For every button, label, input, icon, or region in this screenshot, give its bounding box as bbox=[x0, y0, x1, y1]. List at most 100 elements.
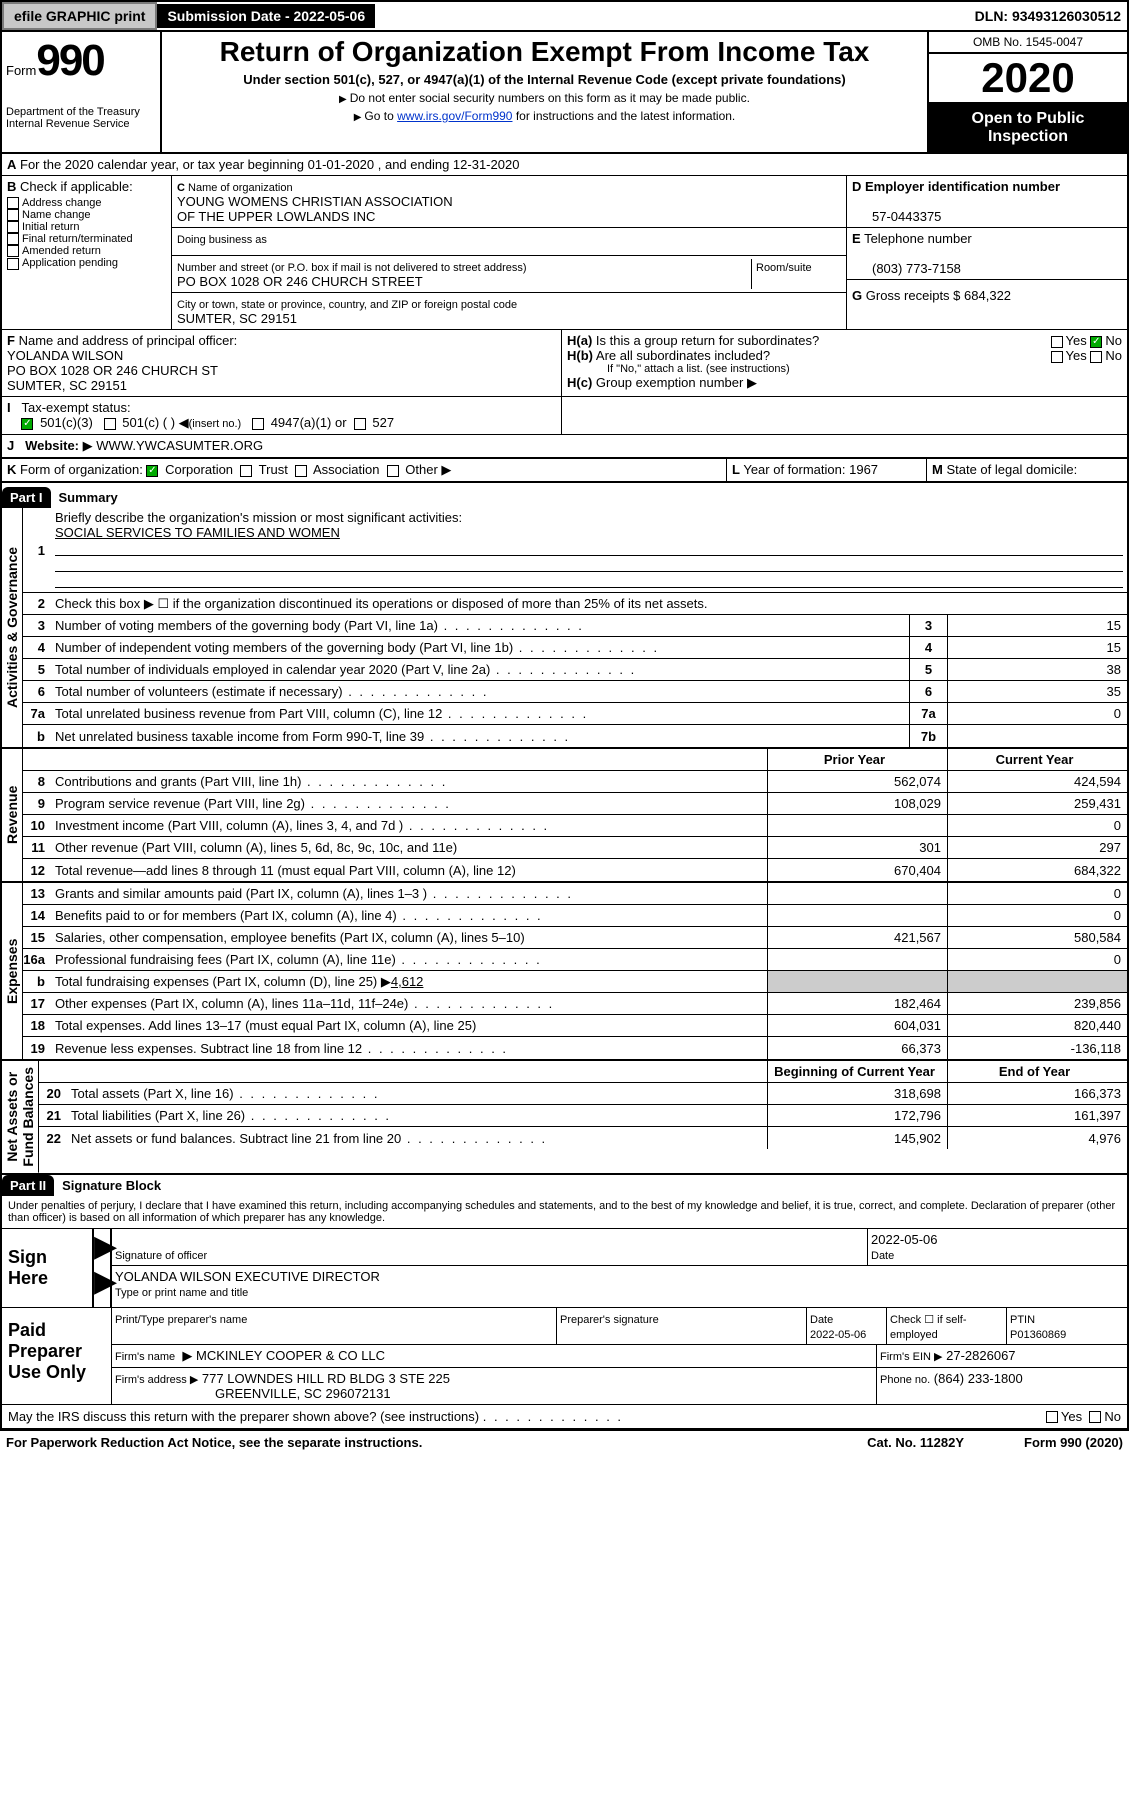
l11-label: Other revenue (Part VIII, column (A), li… bbox=[51, 838, 767, 857]
vlabel-net-assets: Net Assets or Fund Balances bbox=[2, 1061, 39, 1173]
ptin-label: PTIN bbox=[1010, 1314, 1035, 1326]
cb-amended-return[interactable]: Amended return bbox=[7, 245, 166, 257]
officer-addr: PO BOX 1028 OR 246 CHURCH ST bbox=[7, 363, 218, 378]
cb-ha-no[interactable] bbox=[1090, 336, 1102, 348]
sig-date-value: 2022-05-06 bbox=[871, 1232, 938, 1247]
l15-label: Salaries, other compensation, employee b… bbox=[51, 928, 767, 947]
cb-final-return[interactable]: Final return/terminated bbox=[7, 233, 166, 245]
firm-name-label: Firm's name bbox=[115, 1351, 175, 1363]
l9-label: Program service revenue (Part VIII, line… bbox=[51, 794, 767, 813]
org-address: PO BOX 1028 OR 246 CHURCH STREET bbox=[177, 274, 423, 289]
end-year-header: End of Year bbox=[947, 1061, 1127, 1082]
l19-label: Revenue less expenses. Subtract line 18 … bbox=[51, 1039, 767, 1058]
hc-label: Group exemption number bbox=[596, 375, 743, 390]
year-formation-value: 1967 bbox=[849, 462, 878, 477]
l19-current: -136,118 bbox=[947, 1037, 1127, 1059]
cb-hb-no[interactable] bbox=[1090, 351, 1102, 363]
l22-prior: 145,902 bbox=[767, 1127, 947, 1149]
cb-assoc[interactable] bbox=[295, 465, 307, 477]
cb-corp[interactable] bbox=[146, 465, 158, 477]
l13-current: 0 bbox=[947, 883, 1127, 904]
cb-4947[interactable] bbox=[252, 418, 264, 430]
form-word: Form bbox=[6, 63, 36, 78]
prior-year-header: Prior Year bbox=[767, 749, 947, 770]
city-label: City or town, state or province, country… bbox=[177, 299, 517, 311]
self-employed-label: Check ☐ if self-employed bbox=[890, 1314, 967, 1341]
cb-discuss-no[interactable] bbox=[1089, 1411, 1101, 1423]
part1-header: Part I bbox=[2, 487, 51, 508]
submission-date-label: Submission Date - 2022-05-06 bbox=[157, 4, 375, 28]
addr-label: Number and street (or P.O. box if mail i… bbox=[177, 262, 527, 274]
l16a-prior bbox=[767, 949, 947, 970]
cb-initial-return[interactable]: Initial return bbox=[7, 221, 166, 233]
cb-ha-yes[interactable] bbox=[1051, 336, 1063, 348]
irs-label: Internal Revenue Service bbox=[6, 118, 156, 130]
klm-row: K Form of organization: Corporation Trus… bbox=[0, 459, 1129, 483]
l4-value: 15 bbox=[947, 637, 1127, 658]
website-label: Website: bbox=[25, 438, 79, 453]
prep-sig-label: Preparer's signature bbox=[560, 1314, 659, 1326]
l3-label: Number of voting members of the governin… bbox=[51, 616, 909, 635]
l17-current: 239,856 bbox=[947, 993, 1127, 1014]
cb-trust[interactable] bbox=[240, 465, 252, 477]
current-year-header: Current Year bbox=[947, 749, 1127, 770]
officer-name-title: YOLANDA WILSON EXECUTIVE DIRECTOR bbox=[115, 1269, 380, 1284]
prep-date-value: 2022-05-06 bbox=[810, 1329, 866, 1341]
irs-link[interactable]: www.irs.gov/Form990 bbox=[397, 109, 512, 123]
firm-name-value: MCKINLEY COOPER & CO LLC bbox=[196, 1348, 385, 1363]
l14-label: Benefits paid to or for members (Part IX… bbox=[51, 906, 767, 925]
hb-label: Are all subordinates included? bbox=[596, 348, 770, 363]
org-name-2: OF THE UPPER LOWLANDS INC bbox=[177, 209, 375, 224]
cb-other[interactable] bbox=[387, 465, 399, 477]
website-value: WWW.YWCASUMTER.ORG bbox=[96, 438, 263, 453]
revenue-section: Revenue Prior YearCurrent Year 8Contribu… bbox=[0, 749, 1129, 883]
cb-hb-yes[interactable] bbox=[1051, 351, 1063, 363]
l21-current: 161,397 bbox=[947, 1105, 1127, 1126]
l16b-label: Total fundraising expenses (Part IX, col… bbox=[55, 974, 391, 989]
form-header: Form990 Department of the Treasury Inter… bbox=[0, 32, 1129, 154]
cb-501c[interactable] bbox=[104, 418, 116, 430]
paid-preparer-label: Paid Preparer Use Only bbox=[2, 1308, 112, 1404]
sig-officer-label: Signature of officer bbox=[115, 1250, 207, 1262]
cb-application-pending[interactable]: Application pending bbox=[7, 257, 166, 269]
l17-label: Other expenses (Part IX, column (A), lin… bbox=[51, 994, 767, 1013]
website-row: J Website: ▶ WWW.YWCASUMTER.ORG bbox=[0, 435, 1129, 459]
gross-label: Gross receipts $ bbox=[866, 288, 961, 303]
l9-current: 259,431 bbox=[947, 793, 1127, 814]
vlabel-expenses: Expenses bbox=[2, 883, 23, 1059]
top-bar: efile GRAPHIC print Submission Date - 20… bbox=[0, 0, 1129, 32]
form-subtitle: Under section 501(c), 527, or 4947(a)(1)… bbox=[166, 72, 923, 87]
l7b-label: Net unrelated business taxable income fr… bbox=[51, 727, 909, 746]
discuss-label: May the IRS discuss this return with the… bbox=[8, 1409, 479, 1424]
firm-ein-value: 27-2826067 bbox=[946, 1348, 1015, 1363]
cat-number: Cat. No. 11282Y bbox=[867, 1435, 964, 1450]
l22-current: 4,976 bbox=[947, 1127, 1127, 1149]
l11-current: 297 bbox=[947, 837, 1127, 858]
l7a-label: Total unrelated business revenue from Pa… bbox=[51, 704, 909, 723]
l13-prior bbox=[767, 883, 947, 904]
type-name-label: Type or print name and title bbox=[115, 1287, 248, 1299]
cb-name-change[interactable]: Name change bbox=[7, 209, 166, 221]
pra-notice: For Paperwork Reduction Act Notice, see … bbox=[6, 1435, 422, 1450]
l22-label: Net assets or fund balances. Subtract li… bbox=[67, 1129, 767, 1148]
expenses-section: Expenses 13Grants and similar amounts pa… bbox=[0, 883, 1129, 1061]
l18-label: Total expenses. Add lines 13–17 (must eq… bbox=[51, 1016, 767, 1035]
l20-label: Total assets (Part X, line 16) bbox=[67, 1084, 767, 1103]
l8-prior: 562,074 bbox=[767, 771, 947, 792]
cb-discuss-yes[interactable] bbox=[1046, 1411, 1058, 1423]
cb-501c3[interactable] bbox=[21, 418, 33, 430]
activities-governance-section: Activities & Governance 1Briefly describ… bbox=[0, 508, 1129, 749]
efile-graphic-button[interactable]: efile GRAPHIC print bbox=[2, 2, 157, 30]
l15-prior: 421,567 bbox=[767, 927, 947, 948]
org-name-1: YOUNG WOMENS CHRISTIAN ASSOCIATION bbox=[177, 194, 453, 209]
form-org-label: Form of organization: bbox=[20, 462, 143, 477]
l20-prior: 318,698 bbox=[767, 1083, 947, 1104]
l16a-label: Professional fundraising fees (Part IX, … bbox=[51, 950, 767, 969]
sign-here-label: Sign Here bbox=[2, 1229, 92, 1307]
l14-current: 0 bbox=[947, 905, 1127, 926]
l9-prior: 108,029 bbox=[767, 793, 947, 814]
l14-prior bbox=[767, 905, 947, 926]
cb-527[interactable] bbox=[354, 418, 366, 430]
signature-block: Under penalties of perjury, I declare th… bbox=[0, 1196, 1129, 1430]
cb-address-change[interactable]: Address change bbox=[7, 197, 166, 209]
